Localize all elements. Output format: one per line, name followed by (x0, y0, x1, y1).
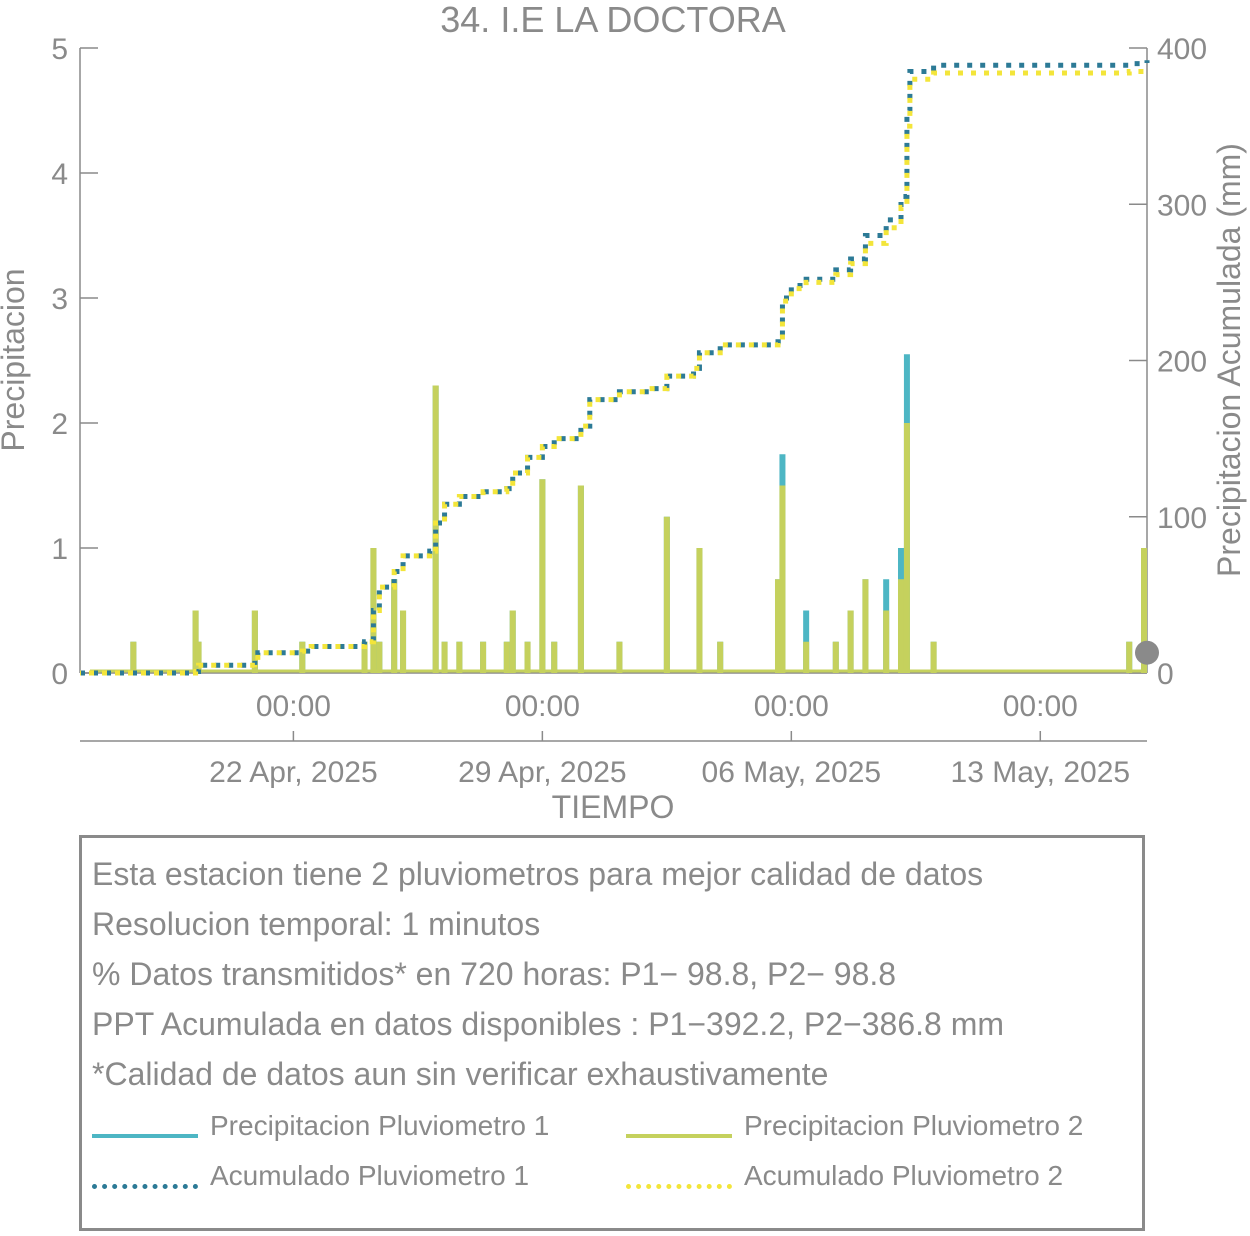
info-line-accumulated: PPT Acumulada en datos disponibles : P1−… (92, 1006, 1004, 1043)
bar-2 (539, 479, 545, 673)
bar-2 (717, 642, 723, 673)
bar-2 (616, 642, 622, 673)
bar-2 (391, 579, 397, 673)
bar-2 (779, 486, 785, 674)
x-tick-date-label: 22 Apr, 2025 (209, 756, 378, 789)
bar-2 (883, 611, 889, 674)
cumulative-series (80, 60, 1147, 673)
y-right-tick-label: 0 (1157, 658, 1174, 691)
bar-2 (299, 642, 305, 673)
info-line-quality-note: *Calidad de datos aun sin verificar exha… (92, 1056, 828, 1093)
axes: 0 1 2 3 4 5 0 100 200 300 400 00:00 22 Apr, 2025 00:0… (51, 33, 1207, 789)
x-tick-date-label: 13 May, 2025 (951, 756, 1131, 789)
info-line-transmitted: % Datos transmitidos* en 720 horas: P1− … (92, 956, 896, 993)
y-left-tick-label: 4 (51, 158, 68, 191)
cumulative-line-2 (80, 69, 1147, 673)
x-tick-date-label: 29 Apr, 2025 (458, 756, 627, 789)
legend-swatch-p2 (626, 1134, 732, 1138)
info-line-resolution: Resolucion temporal: 1 minutos (92, 906, 540, 943)
y-left-tick-label: 1 (51, 533, 68, 566)
x-tick-time-label: 00:00 (256, 690, 331, 723)
bar-2 (456, 642, 462, 673)
bar-2 (862, 579, 868, 673)
bar-2 (1126, 642, 1132, 673)
bar-2 (442, 642, 448, 673)
bar-series (90, 354, 1147, 673)
chart-title: 34. I.E LA DOCTORA (440, 0, 785, 40)
marker (1135, 641, 1159, 665)
bar-2 (664, 517, 670, 673)
bar-2 (510, 611, 516, 674)
x-tick-date-label: 06 May, 2025 (702, 756, 882, 789)
legend-label-acum1: Acumulado Pluviometro 1 (210, 1160, 529, 1192)
legend-swatch-acum2 (626, 1184, 732, 1189)
y-left-tick-label: 3 (51, 283, 68, 316)
y-left-tick-label: 2 (51, 408, 68, 441)
bar-2 (130, 642, 136, 673)
bar-2 (400, 611, 406, 674)
legend-label-acum2: Acumulado Pluviometro 2 (744, 1160, 1063, 1192)
bar-2 (551, 642, 557, 673)
x-tick-time-label: 00:00 (1003, 690, 1078, 723)
bar-2 (196, 642, 202, 673)
legend-label-p1: Precipitacion Pluviometro 1 (210, 1110, 549, 1142)
legend-label-p2: Precipitacion Pluviometro 2 (744, 1110, 1083, 1142)
x-axis-label: TIEMPO (552, 789, 675, 825)
bar-2 (833, 642, 839, 673)
bar-2 (931, 642, 937, 673)
y-axis-left-label: Precipitacion (0, 268, 31, 451)
bar-2 (376, 642, 382, 673)
y-left-tick-label: 5 (51, 33, 68, 66)
bar-2 (578, 486, 584, 674)
y-right-tick-label: 300 (1157, 189, 1207, 222)
info-line-stations: Esta estacion tiene 2 pluviometros para … (92, 856, 983, 893)
info-box: Esta estacion tiene 2 pluviometros para … (79, 835, 1145, 1231)
y-right-tick-label: 400 (1157, 33, 1207, 66)
y-axis-right-label: Precipitacion Acumulada (mm) (1211, 143, 1247, 577)
legend-swatch-p1 (92, 1134, 198, 1138)
cumulative-line-1 (80, 60, 1147, 673)
x-tick-time-label: 00:00 (754, 690, 829, 723)
x-tick-time-label: 00:00 (505, 690, 580, 723)
bar-2 (898, 579, 904, 673)
y-right-tick-label: 200 (1157, 346, 1207, 379)
y-right-tick-label: 100 (1157, 502, 1207, 535)
bar-2 (904, 423, 910, 673)
bar-2 (848, 611, 854, 674)
bar-2 (433, 386, 439, 674)
bar-2 (480, 642, 486, 673)
bar-2 (504, 642, 510, 673)
legend-swatch-acum1 (92, 1184, 198, 1189)
end-marker-dot (1135, 641, 1159, 665)
bar-2 (525, 642, 531, 673)
bar-2 (803, 642, 809, 673)
precipitation-chart: 34. I.E LA DOCTORA 0 1 2 3 4 5 0 100 200 300 400 00… (0, 0, 1250, 830)
y-left-tick-label: 0 (51, 658, 68, 691)
bar-2 (696, 548, 702, 673)
